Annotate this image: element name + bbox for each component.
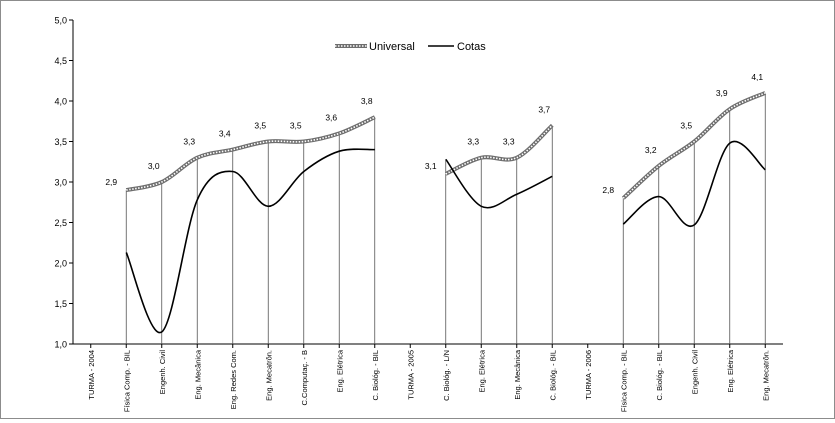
data-label: 4,1 bbox=[751, 72, 763, 82]
data-labels: 2,9 3,0 3,3 3,4 3,5 3,5 3,6 3,8 3,1 3,3 3,3 3,7 2,8 3… bbox=[105, 72, 763, 195]
universal-line-outer bbox=[125, 115, 376, 193]
x-axis-tick-labels: TURMA - 2004 Física Comp. - BIL Engenh. Ci… bbox=[87, 344, 770, 412]
data-label: 2,8 bbox=[602, 185, 614, 195]
data-label: 3,3 bbox=[183, 137, 195, 147]
series-lines bbox=[125, 91, 767, 334]
x-tick-label: Eng. Elétrica bbox=[335, 349, 344, 392]
data-label: 3,4 bbox=[219, 129, 231, 139]
legend-cotas-label: Cotas bbox=[457, 41, 486, 53]
universal-line-hatch bbox=[622, 92, 766, 199]
data-label: 3,5 bbox=[290, 121, 302, 131]
x-tick-label: C. Biológ. - BIL bbox=[548, 350, 557, 400]
cotas-line bbox=[445, 158, 553, 209]
chart-axes bbox=[72, 20, 783, 345]
y-tick-label: 4,5 bbox=[54, 56, 67, 66]
cotas-line bbox=[125, 148, 375, 334]
y-tick-label: 1,5 bbox=[54, 299, 67, 309]
legend: Universal Cotas bbox=[335, 41, 486, 53]
data-label: 3,5 bbox=[680, 121, 692, 131]
legend-universal-label: Universal bbox=[369, 41, 415, 53]
x-tick-label: Eng. Mecatrôn. bbox=[761, 350, 770, 401]
data-label: 3,3 bbox=[467, 137, 479, 147]
data-label: 3,5 bbox=[254, 121, 266, 131]
data-label: 3,9 bbox=[716, 88, 728, 98]
y-tick-label: 2,5 bbox=[54, 218, 67, 228]
x-tick-label: TURMA - 2004 bbox=[87, 350, 96, 400]
universal-line-outer bbox=[444, 123, 554, 176]
x-tick-label: C. Biológ. - L/N bbox=[442, 350, 451, 401]
data-label: 3,6 bbox=[325, 112, 337, 122]
y-tick-label: 3,5 bbox=[54, 137, 67, 147]
x-tick-label: Eng. Elétrica bbox=[726, 349, 735, 392]
y-tick-label: 1,0 bbox=[54, 340, 67, 350]
x-tick-label: TURMA - 2006 bbox=[584, 350, 593, 400]
y-tick-label: 5,0 bbox=[54, 16, 67, 26]
x-tick-label: Eng. Mecânica bbox=[193, 349, 202, 399]
data-label: 3,7 bbox=[538, 104, 550, 114]
cotas-line bbox=[622, 140, 766, 228]
x-tick-label: Eng. Mecatrôn. bbox=[264, 350, 273, 401]
data-label: 3,3 bbox=[503, 137, 515, 147]
x-tick-label: C.Computaç. - B bbox=[300, 350, 309, 405]
x-tick-label: C. Biológ. - BIL bbox=[655, 350, 664, 400]
y-tick-label: 2,0 bbox=[54, 259, 67, 269]
x-tick-label: Eng. Elétrica bbox=[477, 349, 486, 392]
x-tick-label: C. Biológ. - BIL bbox=[371, 350, 380, 400]
data-label: 2,9 bbox=[105, 177, 117, 187]
x-tick-label: Física Comp. - BIL bbox=[619, 350, 628, 412]
y-tick-label: 3,0 bbox=[54, 178, 67, 188]
x-tick-label: TURMA - 2005 bbox=[406, 350, 415, 400]
x-tick-label: Eng. Mecânica bbox=[513, 349, 522, 399]
data-label: 3,8 bbox=[361, 96, 373, 106]
y-tick-label: 4,0 bbox=[54, 97, 67, 107]
x-tick-label: Engenh. Civil bbox=[690, 350, 699, 395]
data-label: 3,2 bbox=[645, 145, 657, 155]
x-tick-label: Eng. Redes Com. bbox=[229, 350, 238, 409]
x-tick-label: Engenh. Civil bbox=[158, 350, 167, 395]
x-tick-label: Física Comp. - BIL bbox=[122, 350, 131, 412]
drop-lines bbox=[125, 92, 766, 344]
data-label: 3,1 bbox=[425, 161, 437, 171]
y-axis-ticks: 1,0 1,5 2,0 2,5 3,0 3,5 4,0 4,5 5,0 bbox=[54, 16, 73, 350]
universal-line-hatch bbox=[126, 116, 376, 191]
data-label: 3,0 bbox=[148, 161, 160, 171]
